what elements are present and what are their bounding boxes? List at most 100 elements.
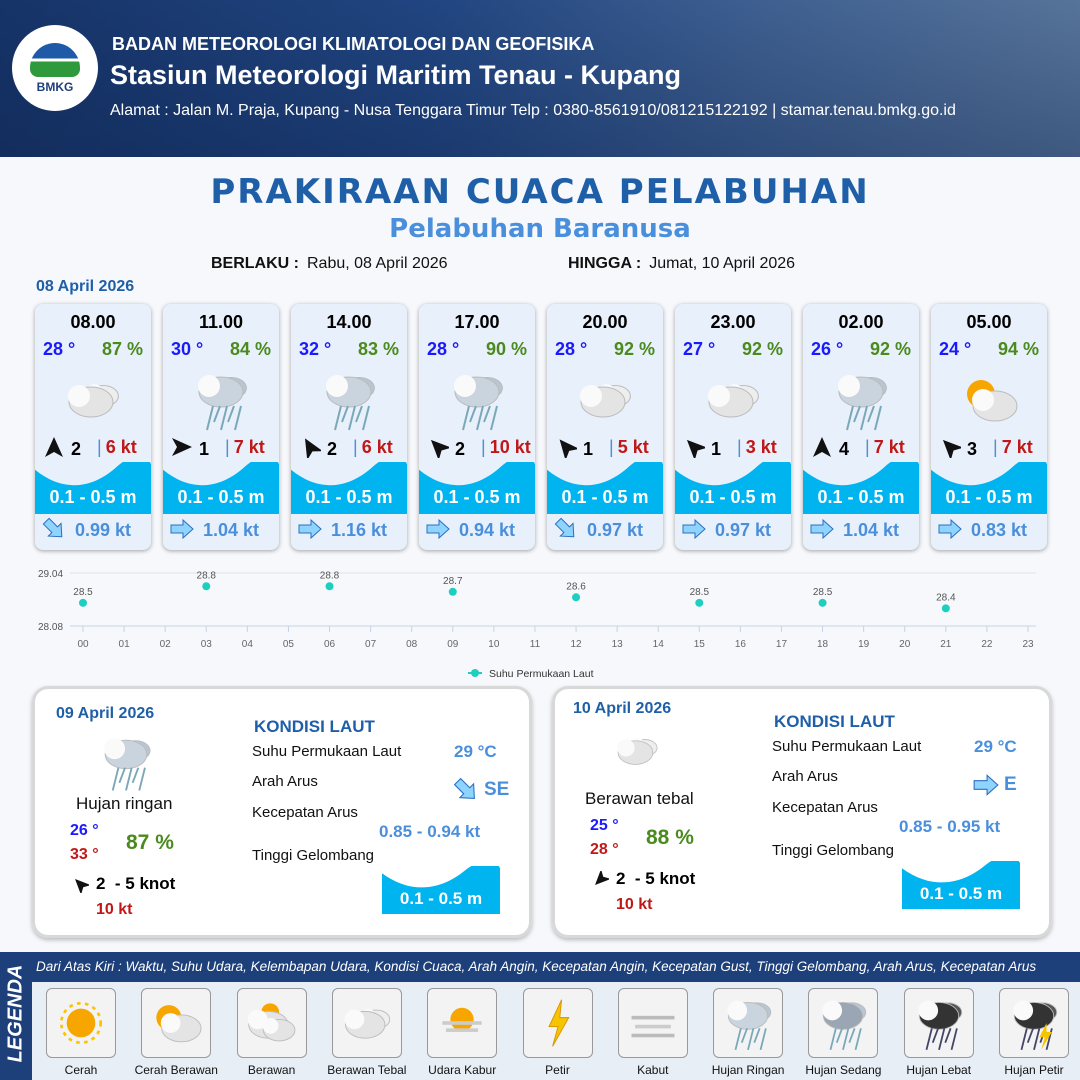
wave-height-label: Tinggi Gelombang [252,847,375,864]
current-speed: 1.04 kt [203,520,260,540]
data-label: 28.8 [320,570,340,581]
x-tick-label: 08 [406,639,418,650]
data-point [695,598,704,607]
gust-value: 7 kt [1001,437,1033,457]
data-point [79,598,87,607]
humidity: 88 % [646,826,694,849]
wave-height: 0.1 - 0.5 m [305,487,393,507]
current-arrow-e-icon [297,518,323,540]
humidity: 94 % [997,339,1039,359]
header-banner: BMKG BADAN METEOROLOGI KLIMATOLOGI DAN G… [0,0,1080,157]
forecast-time: 23.00 [710,312,756,332]
data-point [325,582,334,591]
humidity: 90 % [485,339,527,359]
current-speed: 1.16 kt [331,520,388,540]
gust-value: 5 kt [617,437,649,457]
temp-max: 33 ° [70,846,99,863]
x-tick-label: 20 [899,639,911,650]
current-arrow-se-icon [452,778,480,802]
gust-value: 7 kt [873,437,905,457]
temp-min: 26 ° [70,822,99,839]
air-temperature: 30 ° [171,339,204,359]
x-tick-label: 19 [858,639,870,650]
forecast-card: 20.00 28 ° 92 % 1 | 5 kt 0.1 - 0.5 m 0.97 kt [547,304,663,550]
legend-label: Petir [545,1063,570,1077]
weather-hujan-ringan-icon [90,726,162,798]
wave-icon [163,456,279,514]
current-arrow-e-icon [681,518,707,540]
wave-height: 0.1 - 0.5 m [433,487,521,507]
current-speed: 1.04 kt [843,520,900,540]
wave-icon [931,456,1047,514]
wave-height: 0.1 - 0.5 m [177,487,265,507]
current-arrow-e-icon [809,518,835,540]
gust-speed: | 3 kt [737,437,777,457]
berawan-tebal-icon [695,362,771,438]
x-tick-label: 16 [735,639,747,650]
valid-from: BERLAKU : Rabu, 08 April 2026 [211,255,448,272]
wind-direction-icon [171,436,193,458]
x-tick-label: 06 [324,639,336,650]
gust-speed: 10 kt [96,901,133,918]
hujan-ringan-icon [823,362,899,438]
forecast-card: 17.00 28 ° 90 % 2 | 10 kt 0.1 - 0.5 m 0.94 kt [419,304,535,550]
org-name: BADAN METEOROLOGI KLIMATOLOGI DAN GEOFIS… [112,34,595,54]
legend-label: Cerah [64,1063,98,1077]
gust-value: 3 kt [745,437,777,457]
forecast-time: 20.00 [582,312,628,332]
air-temperature: 28 ° [427,339,460,359]
wave-icon [291,456,407,514]
air-temperature: 32 ° [299,339,332,359]
x-tick-label: 12 [570,639,582,650]
data-label: 28.5 [813,587,833,598]
wind-range: 2 - 5 knot [616,869,696,888]
cerah-berawan-icon [951,362,1027,438]
x-tick-label: 11 [530,639,541,650]
sea-conditions-heading: KONDISI LAUT [254,717,375,736]
hujan-ringan-icon [439,362,515,438]
wind-direction-icon [72,876,89,893]
legend-hujan-ringan-icon [713,988,784,1058]
legend-udara-kabur-icon [427,988,498,1058]
day-panel-09: 09 April 2026 Hujan ringan 26 ° 33 ° 87 % 2 -… [32,686,532,938]
gust-speed: 10 kt [616,896,653,913]
wind-range: 2 - 5 knot [96,874,176,893]
sst-chart: 29.04 28.08 00 01 02 03 04 05 06 07 08 09 10 11 12 13 14… [38,569,1036,680]
station-name: Stasiun Meteorologi Maritim Tenau - Kupa… [110,60,682,90]
current-arrow-e-icon [169,518,195,540]
current-speed: 0.97 kt [587,520,644,540]
legend-cerah-icon [46,988,116,1058]
wave-icon [803,456,919,514]
wind-direction-icon [811,436,833,458]
berawan-tebal-icon [55,362,131,438]
current-speed-label: Kecepatan Arus [772,799,878,816]
wave-height: 0.1 - 0.5 m [945,487,1033,507]
wave-icon [419,456,535,514]
wind-direction-icon [592,871,609,888]
forecast-time: 17.00 [454,312,500,332]
gust-speed: | 10 kt [481,437,531,457]
wave-height: 0.1 - 0.5 m [689,487,777,507]
wave-icon [382,866,500,914]
legend-label: Hujan Ringan [711,1063,785,1077]
berawan-tebal-icon [567,362,643,438]
port-name: Pelabuhan Baranusa [389,214,691,244]
legend-label: Berawan Tebal [327,1063,407,1077]
sst-value: 29 °C [454,742,497,761]
legend-hujan-sedang-icon [808,988,879,1058]
wind-direction-icon [427,436,452,461]
data-label: 28.5 [73,587,93,598]
wind-speed: 2 [455,439,466,459]
legend-label: Cerah Berawan [134,1063,218,1077]
gust-value: 6 kt [361,437,393,457]
air-temperature: 28 ° [43,339,76,359]
hujan-ringan-icon [183,362,259,438]
humidity: 87 % [101,339,143,359]
legend-label: Hujan Sedang [805,1063,882,1077]
humidity: 92 % [869,339,911,359]
forecast-time: 11.00 [198,312,244,332]
x-tick-label: 15 [694,639,706,650]
day-panel-10: 10 April 2026 Berawan tebal 25 ° 28 ° 88 % 2 … [552,686,1052,938]
valid-to: HINGGA : Jumat, 10 April 2026 [568,255,796,272]
legend-petir-icon [522,988,593,1058]
